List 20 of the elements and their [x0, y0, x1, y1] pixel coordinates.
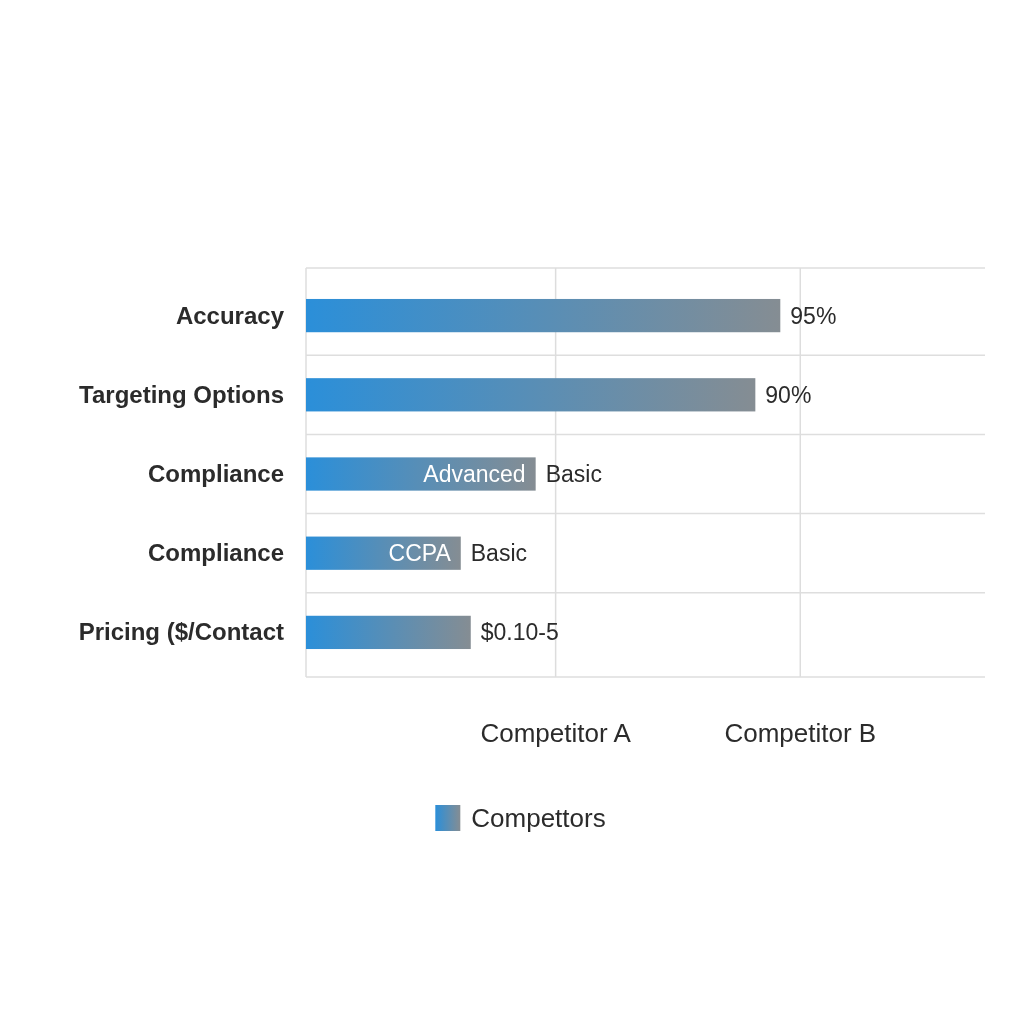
data-label: Basic	[470, 540, 528, 567]
legend-label: Compettors	[471, 803, 606, 833]
bar	[306, 378, 756, 412]
annotation: Advanced	[423, 461, 526, 487]
bar	[306, 615, 471, 650]
y-tick-label: Compliance	[147, 460, 284, 487]
y-tick-label: Compliance	[147, 539, 284, 567]
y-tick-label: Accuracy	[175, 301, 285, 329]
data-label: 95%	[790, 302, 837, 329]
annotation: CCPA	[388, 540, 452, 567]
bar	[306, 457, 536, 491]
ref-line-label: Competitor B	[724, 718, 877, 748]
y-tick-label: Targeting Options	[79, 380, 284, 408]
data-label: Basic	[545, 461, 602, 487]
bar	[306, 536, 461, 570]
y-tick-label: Pricing ($/Contact	[78, 618, 285, 646]
data-label: 90%	[765, 381, 812, 408]
bar	[306, 298, 781, 333]
data-label: $0.10-5	[480, 619, 559, 646]
ref-line-label: Competitor A	[480, 718, 632, 748]
